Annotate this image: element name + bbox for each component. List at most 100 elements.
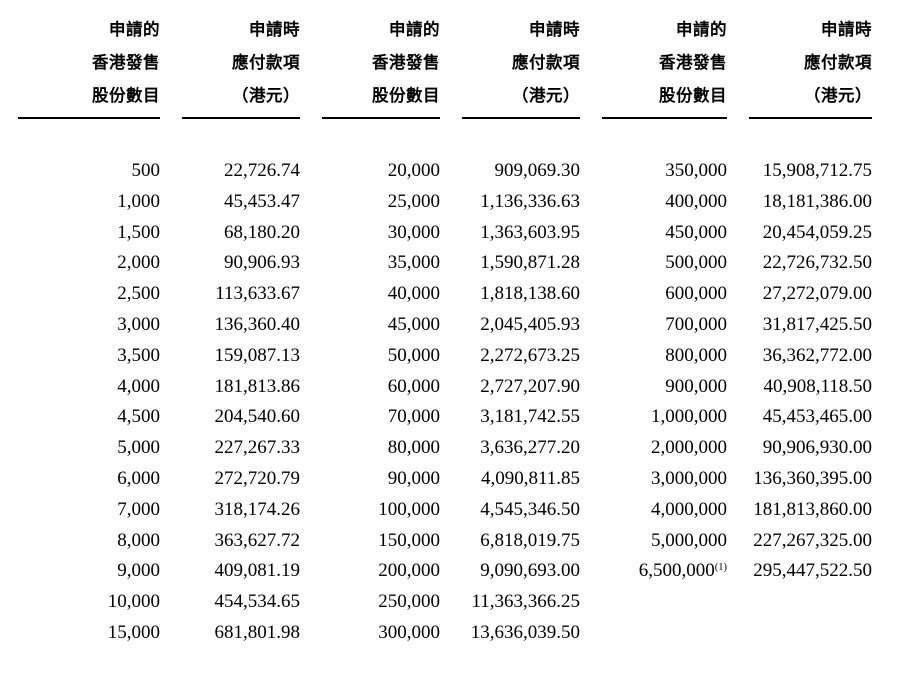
shares-value: 250,000 — [378, 591, 440, 613]
amount-value: 36,362,772.00 — [762, 344, 872, 366]
amount-value: 2,272,673.25 — [480, 344, 580, 366]
amount-value: 1,363,603.95 — [480, 221, 580, 243]
header-line: 申請時 — [529, 21, 580, 39]
header-shares-col3: 申請的 香港發售 股份數目 — [602, 14, 727, 119]
shares-value: 40,000 — [387, 283, 440, 305]
amount-value: 13,636,039.50 — [470, 621, 580, 643]
shares-value: 4,000 — [117, 375, 160, 397]
amount-value: 90,906,930.00 — [762, 437, 872, 459]
amount-value: 18,181,386.00 — [762, 190, 872, 212]
amount-value: 181,813.86 — [214, 375, 301, 397]
footnote-marker: (1) — [714, 562, 727, 574]
amount-value: 4,545,346.50 — [480, 498, 580, 520]
amount-value: 159,087.13 — [214, 344, 301, 366]
amount-value: 45,453.47 — [224, 190, 300, 212]
shares-value: 300,000 — [378, 621, 440, 643]
table-header-row: 申請的 香港發售 股份數目 申請時 應付款項 （港元） 申請的 香港發售 股份數… — [18, 14, 922, 119]
amount-value — [749, 618, 872, 649]
header-line: 股份數目 — [372, 87, 440, 105]
amount-value: 454,534.65 — [214, 591, 301, 613]
shares-value — [602, 618, 727, 649]
shares-value: 3,500 — [117, 344, 160, 366]
amount-value: 2,727,207.90 — [480, 375, 580, 397]
shares-value: 70,000 — [387, 406, 440, 428]
amount-value: 31,817,425.50 — [762, 313, 872, 335]
shares-value: 150,000 — [378, 529, 440, 551]
shares-value: 2,000,000 — [651, 437, 727, 459]
header-line: 股份數目 — [659, 87, 727, 105]
header-amount-col3: 申請時 應付款項 （港元） — [749, 14, 872, 119]
amount-value: 909,069.30 — [494, 160, 581, 181]
header-line: 應付款項 — [232, 54, 300, 72]
amount-value: 204,540.60 — [214, 406, 301, 428]
shares-value: 5,000,000 — [651, 529, 727, 551]
shares-value: 500 — [131, 160, 161, 181]
shares-value: 45,000 — [387, 313, 440, 335]
shares-value: 6,500,000(1) — [638, 560, 727, 582]
shares-value: 100,000 — [378, 498, 440, 520]
amount-value: 2,045,405.93 — [480, 313, 580, 335]
amount-value: 20,454,059.25 — [762, 221, 872, 243]
amount-value: 3,181,742.55 — [480, 406, 580, 428]
shares-value: 2,500 — [117, 283, 160, 305]
amount-value: 22,726,732.50 — [762, 252, 872, 274]
amount-value: 318,174.26 — [214, 498, 301, 520]
shares-value: 450,000 — [665, 221, 727, 243]
header-shares-col2: 申請的 香港發售 股份數目 — [322, 14, 440, 119]
shares-value: 80,000 — [387, 437, 440, 459]
amount-value: 9,090,693.00 — [480, 560, 580, 582]
amount-value: 295,447,522.50 — [753, 560, 872, 582]
header-line: 股份數目 — [92, 87, 160, 105]
shares-value: 350,000 — [665, 160, 727, 181]
amount-value: 11,363,366.25 — [471, 591, 580, 613]
shares-value: 200,000 — [378, 560, 440, 582]
shares-value: 20,000 — [387, 160, 440, 181]
shares-value: 500,000 — [665, 252, 727, 274]
shares-value: 600,000 — [665, 283, 727, 305]
header-line: 申請時 — [249, 21, 300, 39]
shares-value: 10,000 — [107, 591, 160, 613]
amount-value: 68,180.20 — [224, 221, 300, 243]
amount-value — [749, 587, 872, 618]
shares-value: 8,000 — [117, 529, 160, 551]
header-line: 申請的 — [676, 21, 727, 39]
amount-value: 272,720.79 — [214, 467, 301, 489]
shares-value: 50,000 — [387, 344, 440, 366]
shares-value: 6,000 — [117, 467, 160, 489]
shares-value: 9,000 — [117, 560, 160, 582]
shares-value — [602, 587, 727, 618]
amount-value: 363,627.72 — [214, 529, 301, 551]
header-line: 香港發售 — [92, 54, 160, 72]
amount-value: 181,813,860.00 — [753, 498, 872, 520]
amount-value: 227,267.33 — [214, 437, 301, 459]
shares-value: 60,000 — [387, 375, 440, 397]
amount-value: 40,908,118.50 — [763, 375, 872, 397]
amount-value: 6,818,019.75 — [480, 529, 580, 551]
amount-value: 409,081.19 — [214, 560, 301, 582]
amount-value: 113,633.67 — [215, 283, 300, 305]
shares-value: 4,500 — [117, 406, 160, 428]
header-line: 申請時 — [821, 21, 872, 39]
header-line: 申請的 — [109, 21, 160, 39]
header-line: 香港發售 — [372, 54, 440, 72]
prospectus-application-table-page: 申請的 香港發售 股份數目 申請時 應付款項 （港元） 申請的 香港發售 股份數… — [0, 14, 922, 674]
amount-value: 1,136,336.63 — [480, 190, 580, 212]
shares-value: 15,000 — [107, 621, 160, 643]
header-line: （港元） — [232, 87, 300, 105]
header-line: （港元） — [512, 87, 580, 105]
header-shares-col1: 申請的 香港發售 股份數目 — [18, 14, 160, 119]
header-line: 香港發售 — [659, 54, 727, 72]
amount-value: 3,636,277.20 — [480, 437, 580, 459]
shares-value: 4,000,000 — [651, 498, 727, 520]
shares-value: 2,000 — [117, 252, 160, 274]
table-body: 500 22,726.74 20,000 909,069.30 350,000 15,90… — [18, 156, 922, 649]
amount-value: 90,906.93 — [224, 252, 300, 274]
amount-value: 22,726.74 — [224, 160, 300, 181]
shares-value: 5,000 — [117, 437, 160, 459]
amount-value: 15,908,712.75 — [762, 160, 872, 181]
header-line: 申請的 — [389, 21, 440, 39]
shares-value: 3,000,000 — [651, 467, 727, 489]
amount-value: 136,360,395.00 — [753, 467, 872, 489]
amount-value: 227,267,325.00 — [753, 529, 872, 551]
amount-value: 136,360.40 — [214, 313, 301, 335]
